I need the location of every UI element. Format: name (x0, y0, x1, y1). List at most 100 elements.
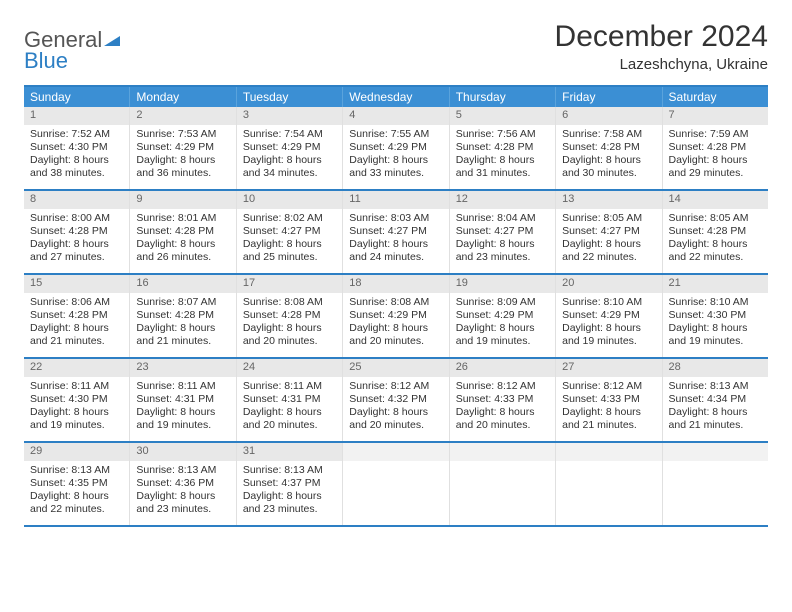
day-cell: 27Sunrise: 8:12 AMSunset: 4:33 PMDayligh… (556, 359, 662, 441)
sunset-text: Sunset: 4:28 PM (243, 309, 336, 322)
day-body: Sunrise: 8:11 AMSunset: 4:31 PMDaylight:… (130, 377, 235, 439)
daylight-text-2: and 27 minutes. (30, 251, 123, 264)
day-body: Sunrise: 8:13 AMSunset: 4:36 PMDaylight:… (130, 461, 235, 523)
daylight-text-2: and 26 minutes. (136, 251, 229, 264)
sunrise-text: Sunrise: 8:13 AM (30, 464, 123, 477)
day-body: Sunrise: 8:05 AMSunset: 4:28 PMDaylight:… (663, 209, 768, 271)
day-cell: 13Sunrise: 8:05 AMSunset: 4:27 PMDayligh… (556, 191, 662, 273)
sunset-text: Sunset: 4:32 PM (349, 393, 442, 406)
day-number: 14 (663, 191, 768, 209)
day-cell: 31Sunrise: 8:13 AMSunset: 4:37 PMDayligh… (237, 443, 343, 525)
sunrise-text: Sunrise: 8:12 AM (349, 380, 442, 393)
sunset-text: Sunset: 4:27 PM (243, 225, 336, 238)
daylight-text-1: Daylight: 8 hours (349, 406, 442, 419)
day-body: Sunrise: 8:10 AMSunset: 4:30 PMDaylight:… (663, 293, 768, 355)
day-number: 13 (556, 191, 661, 209)
day-cell: 6Sunrise: 7:58 AMSunset: 4:28 PMDaylight… (556, 107, 662, 189)
day-body: Sunrise: 8:08 AMSunset: 4:28 PMDaylight:… (237, 293, 342, 355)
day-number: 30 (130, 443, 235, 461)
daylight-text-1: Daylight: 8 hours (243, 154, 336, 167)
day-number: 15 (24, 275, 129, 293)
daylight-text-2: and 36 minutes. (136, 167, 229, 180)
day-body: Sunrise: 8:06 AMSunset: 4:28 PMDaylight:… (24, 293, 129, 355)
daylight-text-1: Daylight: 8 hours (456, 406, 549, 419)
sunset-text: Sunset: 4:34 PM (669, 393, 762, 406)
sunrise-text: Sunrise: 8:12 AM (456, 380, 549, 393)
day-cell: 18Sunrise: 8:08 AMSunset: 4:29 PMDayligh… (343, 275, 449, 357)
day-number: 8 (24, 191, 129, 209)
day-number: 19 (450, 275, 555, 293)
sunrise-text: Sunrise: 8:03 AM (349, 212, 442, 225)
day-body: Sunrise: 7:54 AMSunset: 4:29 PMDaylight:… (237, 125, 342, 187)
daylight-text-1: Daylight: 8 hours (30, 238, 123, 251)
sunset-text: Sunset: 4:29 PM (349, 141, 442, 154)
day-cell: 4Sunrise: 7:55 AMSunset: 4:29 PMDaylight… (343, 107, 449, 189)
day-body: Sunrise: 7:52 AMSunset: 4:30 PMDaylight:… (24, 125, 129, 187)
sunrise-text: Sunrise: 8:04 AM (456, 212, 549, 225)
day-cell: 17Sunrise: 8:08 AMSunset: 4:28 PMDayligh… (237, 275, 343, 357)
sunset-text: Sunset: 4:27 PM (349, 225, 442, 238)
day-number: 1 (24, 107, 129, 125)
sunset-text: Sunset: 4:36 PM (136, 477, 229, 490)
daylight-text-2: and 31 minutes. (456, 167, 549, 180)
sunrise-text: Sunrise: 7:56 AM (456, 128, 549, 141)
sunset-text: Sunset: 4:28 PM (136, 309, 229, 322)
sunset-text: Sunset: 4:28 PM (456, 141, 549, 154)
day-cell: 26Sunrise: 8:12 AMSunset: 4:33 PMDayligh… (450, 359, 556, 441)
logo: General Blue (24, 20, 122, 71)
day-number: 27 (556, 359, 661, 377)
sunset-text: Sunset: 4:28 PM (30, 225, 123, 238)
day-number: 28 (663, 359, 768, 377)
day-cell: 11Sunrise: 8:03 AMSunset: 4:27 PMDayligh… (343, 191, 449, 273)
day-cell: 23Sunrise: 8:11 AMSunset: 4:31 PMDayligh… (130, 359, 236, 441)
sunrise-text: Sunrise: 8:07 AM (136, 296, 229, 309)
sunrise-text: Sunrise: 8:11 AM (243, 380, 336, 393)
day-cell: 14Sunrise: 8:05 AMSunset: 4:28 PMDayligh… (663, 191, 768, 273)
daylight-text-2: and 20 minutes. (349, 335, 442, 348)
daylight-text-1: Daylight: 8 hours (243, 322, 336, 335)
day-number: 21 (663, 275, 768, 293)
day-cell: 20Sunrise: 8:10 AMSunset: 4:29 PMDayligh… (556, 275, 662, 357)
day-cell: 15Sunrise: 8:06 AMSunset: 4:28 PMDayligh… (24, 275, 130, 357)
sunset-text: Sunset: 4:27 PM (562, 225, 655, 238)
day-cell (663, 443, 768, 525)
sunrise-text: Sunrise: 8:02 AM (243, 212, 336, 225)
logo-word2: Blue (24, 48, 68, 73)
sunrise-text: Sunrise: 7:54 AM (243, 128, 336, 141)
daylight-text-2: and 23 minutes. (243, 503, 336, 516)
daylight-text-2: and 19 minutes. (562, 335, 655, 348)
day-number (556, 443, 661, 461)
day-body: Sunrise: 8:02 AMSunset: 4:27 PMDaylight:… (237, 209, 342, 271)
calendar: SundayMondayTuesdayWednesdayThursdayFrid… (24, 85, 768, 527)
daylight-text-2: and 20 minutes. (349, 419, 442, 432)
day-number (450, 443, 555, 461)
day-header: Monday (130, 87, 236, 107)
day-number (343, 443, 448, 461)
day-number: 25 (343, 359, 448, 377)
day-number: 12 (450, 191, 555, 209)
sunset-text: Sunset: 4:35 PM (30, 477, 123, 490)
day-body: Sunrise: 8:08 AMSunset: 4:29 PMDaylight:… (343, 293, 448, 355)
sunrise-text: Sunrise: 8:11 AM (136, 380, 229, 393)
day-header: Sunday (24, 87, 130, 107)
header: General Blue December 2024 Lazeshchyna, … (24, 20, 768, 73)
sunrise-text: Sunrise: 7:52 AM (30, 128, 123, 141)
sunset-text: Sunset: 4:28 PM (136, 225, 229, 238)
day-number: 17 (237, 275, 342, 293)
day-body: Sunrise: 7:56 AMSunset: 4:28 PMDaylight:… (450, 125, 555, 187)
day-number: 26 (450, 359, 555, 377)
calendar-page: General Blue December 2024 Lazeshchyna, … (0, 0, 792, 547)
day-cell: 16Sunrise: 8:07 AMSunset: 4:28 PMDayligh… (130, 275, 236, 357)
daylight-text-2: and 29 minutes. (669, 167, 762, 180)
day-header-row: SundayMondayTuesdayWednesdayThursdayFrid… (24, 87, 768, 107)
day-cell: 29Sunrise: 8:13 AMSunset: 4:35 PMDayligh… (24, 443, 130, 525)
sunrise-text: Sunrise: 8:00 AM (30, 212, 123, 225)
sunset-text: Sunset: 4:28 PM (30, 309, 123, 322)
daylight-text-1: Daylight: 8 hours (30, 154, 123, 167)
day-body: Sunrise: 8:11 AMSunset: 4:31 PMDaylight:… (237, 377, 342, 439)
daylight-text-2: and 20 minutes. (243, 419, 336, 432)
day-cell: 10Sunrise: 8:02 AMSunset: 4:27 PMDayligh… (237, 191, 343, 273)
sunset-text: Sunset: 4:30 PM (30, 393, 123, 406)
day-number: 9 (130, 191, 235, 209)
daylight-text-1: Daylight: 8 hours (136, 238, 229, 251)
